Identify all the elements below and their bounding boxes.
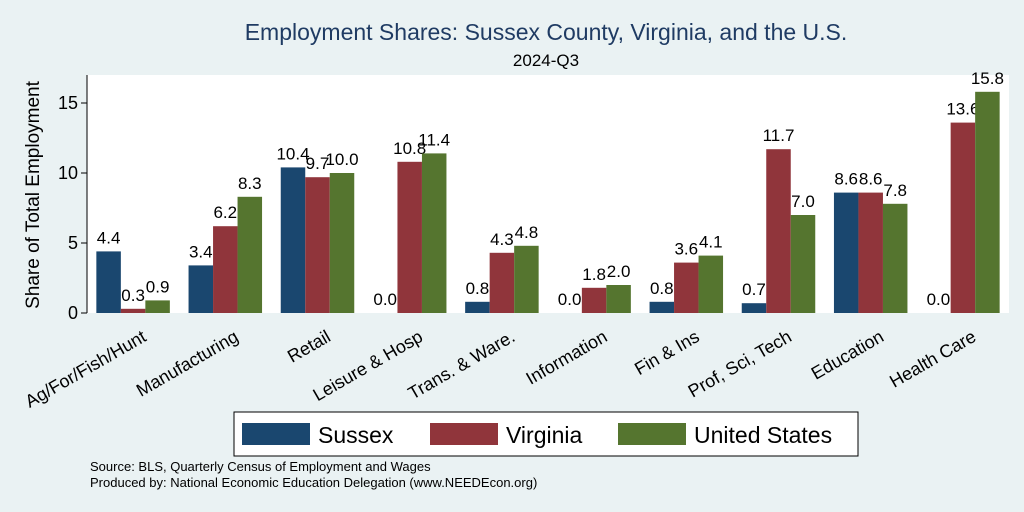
- data-label: 10.4: [276, 144, 309, 163]
- bar-virginia: [581, 287, 607, 313]
- data-label: 6.2: [213, 203, 237, 222]
- bar-united-states: [975, 91, 1000, 313]
- legend-box: [233, 411, 859, 457]
- y-tick-label: 5: [68, 233, 78, 253]
- data-label: 0.9: [146, 277, 170, 296]
- x-tick-label: Retail: [284, 326, 334, 366]
- data-label: 0.7: [742, 280, 766, 299]
- legend-swatch-sussex: [242, 423, 310, 445]
- data-label: 15.8: [971, 69, 1004, 88]
- data-label: 8.6: [859, 170, 883, 189]
- bar-virginia: [950, 122, 976, 313]
- bar-united-states: [145, 300, 170, 313]
- data-label: 0.0: [558, 290, 582, 309]
- bar-sussex: [188, 265, 214, 313]
- data-label: 13.6: [946, 100, 979, 119]
- bar-sussex: [465, 301, 490, 313]
- bar-united-states: [790, 215, 816, 313]
- data-label: 7.0: [791, 192, 815, 211]
- x-tick-label: Information: [523, 326, 611, 388]
- source-note: Source: BLS, Quarterly Census of Employm…: [90, 459, 431, 474]
- x-tick-label: Manufacturing: [133, 326, 242, 400]
- bar-virginia: [397, 161, 422, 313]
- data-label: 8.3: [238, 174, 262, 193]
- y-tick-label: 10: [58, 163, 78, 183]
- produced-by-note: Produced by: National Economic Education…: [90, 475, 537, 490]
- bar-united-states: [514, 245, 539, 313]
- y-tick-label: 0: [68, 303, 78, 323]
- data-label: 0.0: [927, 290, 951, 309]
- data-label: 0.3: [121, 286, 145, 305]
- data-label: 4.3: [490, 230, 514, 249]
- data-label: 0.0: [373, 290, 397, 309]
- x-tick-label: Ag/For/Fish/Hunt: [22, 326, 150, 411]
- data-label: 0.8: [650, 279, 674, 298]
- y-tick-label: 15: [58, 93, 78, 113]
- data-label: 8.6: [834, 170, 858, 189]
- data-label: 4.1: [699, 233, 723, 252]
- data-label: 11.4: [418, 130, 450, 149]
- bar-virginia: [213, 226, 238, 313]
- bar-united-states: [882, 203, 908, 313]
- x-tick-label: Health Care: [886, 326, 979, 391]
- data-label: 3.4: [189, 242, 213, 261]
- data-label: 3.6: [674, 240, 698, 259]
- bar-united-states: [421, 153, 447, 313]
- data-label: 4.8: [515, 223, 539, 242]
- data-label: 4.4: [97, 228, 121, 247]
- bar-virginia: [766, 149, 791, 313]
- data-label: 10.0: [325, 150, 358, 169]
- bar-virginia: [489, 252, 515, 313]
- bar-united-states: [237, 196, 263, 313]
- bar-sussex: [96, 251, 121, 313]
- data-label: 0.8: [466, 279, 490, 298]
- x-tick-label: Prof, Sci, Tech: [685, 326, 795, 401]
- bar-virginia: [305, 177, 330, 313]
- legend-label: Sussex: [318, 422, 394, 448]
- legend-label: United States: [694, 422, 832, 448]
- legend-swatch-united-states: [618, 423, 686, 445]
- y-axis-label: Share of Total Employment: [23, 80, 44, 308]
- bar-united-states: [698, 255, 724, 313]
- plot-area: 0 5 10 15 4.4 0.3 0.9 Ag/For/Fish/Hunt 3.4 6.28.3…: [22, 69, 1009, 412]
- data-label: 7.8: [883, 181, 907, 200]
- x-tick-label: Education: [808, 326, 887, 383]
- bar-virginia: [120, 308, 146, 313]
- chart-title: Employment Shares: Sussex County, Virgin…: [245, 19, 848, 45]
- data-label: 1.8: [582, 265, 606, 284]
- legend-label: Virginia: [506, 422, 582, 448]
- chart-subtitle: 2024-Q3: [513, 51, 579, 70]
- bar-united-states: [606, 285, 631, 313]
- legend: Sussex Virginia United States: [233, 411, 859, 457]
- data-label: 9.7: [306, 154, 330, 173]
- bar-virginia: [858, 192, 883, 313]
- x-tick-label: Fin & Ins: [631, 326, 703, 379]
- bar-sussex: [649, 301, 675, 313]
- bar-sussex: [833, 192, 859, 313]
- bar-virginia: [674, 262, 699, 313]
- bar-united-states: [329, 173, 355, 313]
- data-label: 2.0: [607, 262, 631, 281]
- data-label: 11.7: [763, 126, 795, 145]
- legend-swatch-virginia: [430, 423, 498, 445]
- data-label: 10.8: [393, 139, 426, 158]
- bar-sussex: [741, 303, 767, 313]
- bar-sussex: [280, 167, 306, 313]
